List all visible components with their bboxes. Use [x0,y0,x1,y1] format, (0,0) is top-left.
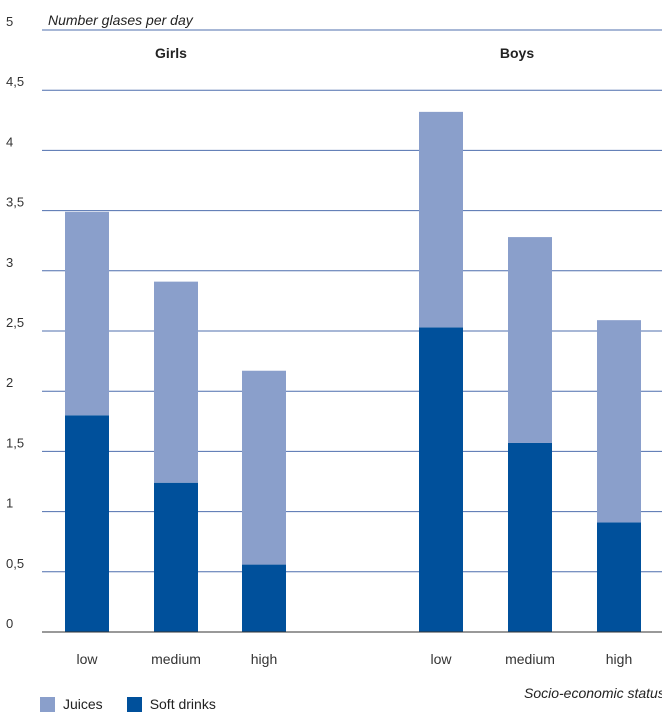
bar-soft-drinks-girls-low [65,415,109,632]
bar-juices-girls-medium [154,281,198,483]
bar-soft-drinks-boys-low [419,327,463,632]
bar-juices-boys-low [419,111,463,328]
bars [42,111,662,633]
x-tick-label: low [430,651,452,667]
bar-soft-drinks-girls-high [242,564,286,632]
legend-label-soft-drinks: Soft drinks [149,696,216,712]
y-tick-label: 3,5 [6,195,24,210]
x-tick-label: high [251,651,277,667]
y-axis-ticks: 0 0,5 1 1,5 2 2,5 3 3,5 4 4,5 5 [6,14,24,631]
legend-swatch-juices [40,696,55,712]
x-tick-label: medium [151,651,201,667]
legend-item-juices: Juices [40,696,103,712]
y-tick-label: 0,5 [6,556,24,571]
y-tick-label: 2,5 [6,315,24,330]
bar-juices-boys-high [597,320,641,523]
y-tick-label: 4,5 [6,74,24,89]
legend-label-juices: Juices [63,696,103,712]
y-tick-label: 2 [6,375,13,390]
bar-juices-girls-high [242,370,286,565]
bar-juices-boys-medium [508,237,552,443]
bar-soft-drinks-girls-medium [154,482,198,632]
legend: Juices Soft drinks [40,696,216,712]
category-labels: low medium high low medium high [76,651,632,667]
bar-juices-girls-low [65,211,109,416]
legend-item-soft-drinks: Soft drinks [126,696,216,712]
y-tick-label: 0 [6,616,13,631]
y-tick-label: 5 [6,14,13,29]
y-axis-title: Number glases per day [48,12,194,28]
y-tick-label: 1 [6,496,13,511]
grid-layer [42,29,662,633]
y-tick-label: 1,5 [6,435,24,450]
bar-soft-drinks-boys-medium [508,442,552,632]
legend-swatch-soft-drinks [126,696,142,712]
group-label-boys: Boys [500,45,534,61]
x-tick-label: high [606,651,632,667]
y-tick-label: 4 [6,134,13,149]
y-tick-label: 3 [6,255,13,270]
bar-soft-drinks-boys-high [597,522,641,632]
x-tick-label: medium [505,651,555,667]
x-tick-label: low [76,651,98,667]
x-axis-title: Socio-economic status [524,685,662,701]
group-label-girls: Girls [155,45,187,61]
